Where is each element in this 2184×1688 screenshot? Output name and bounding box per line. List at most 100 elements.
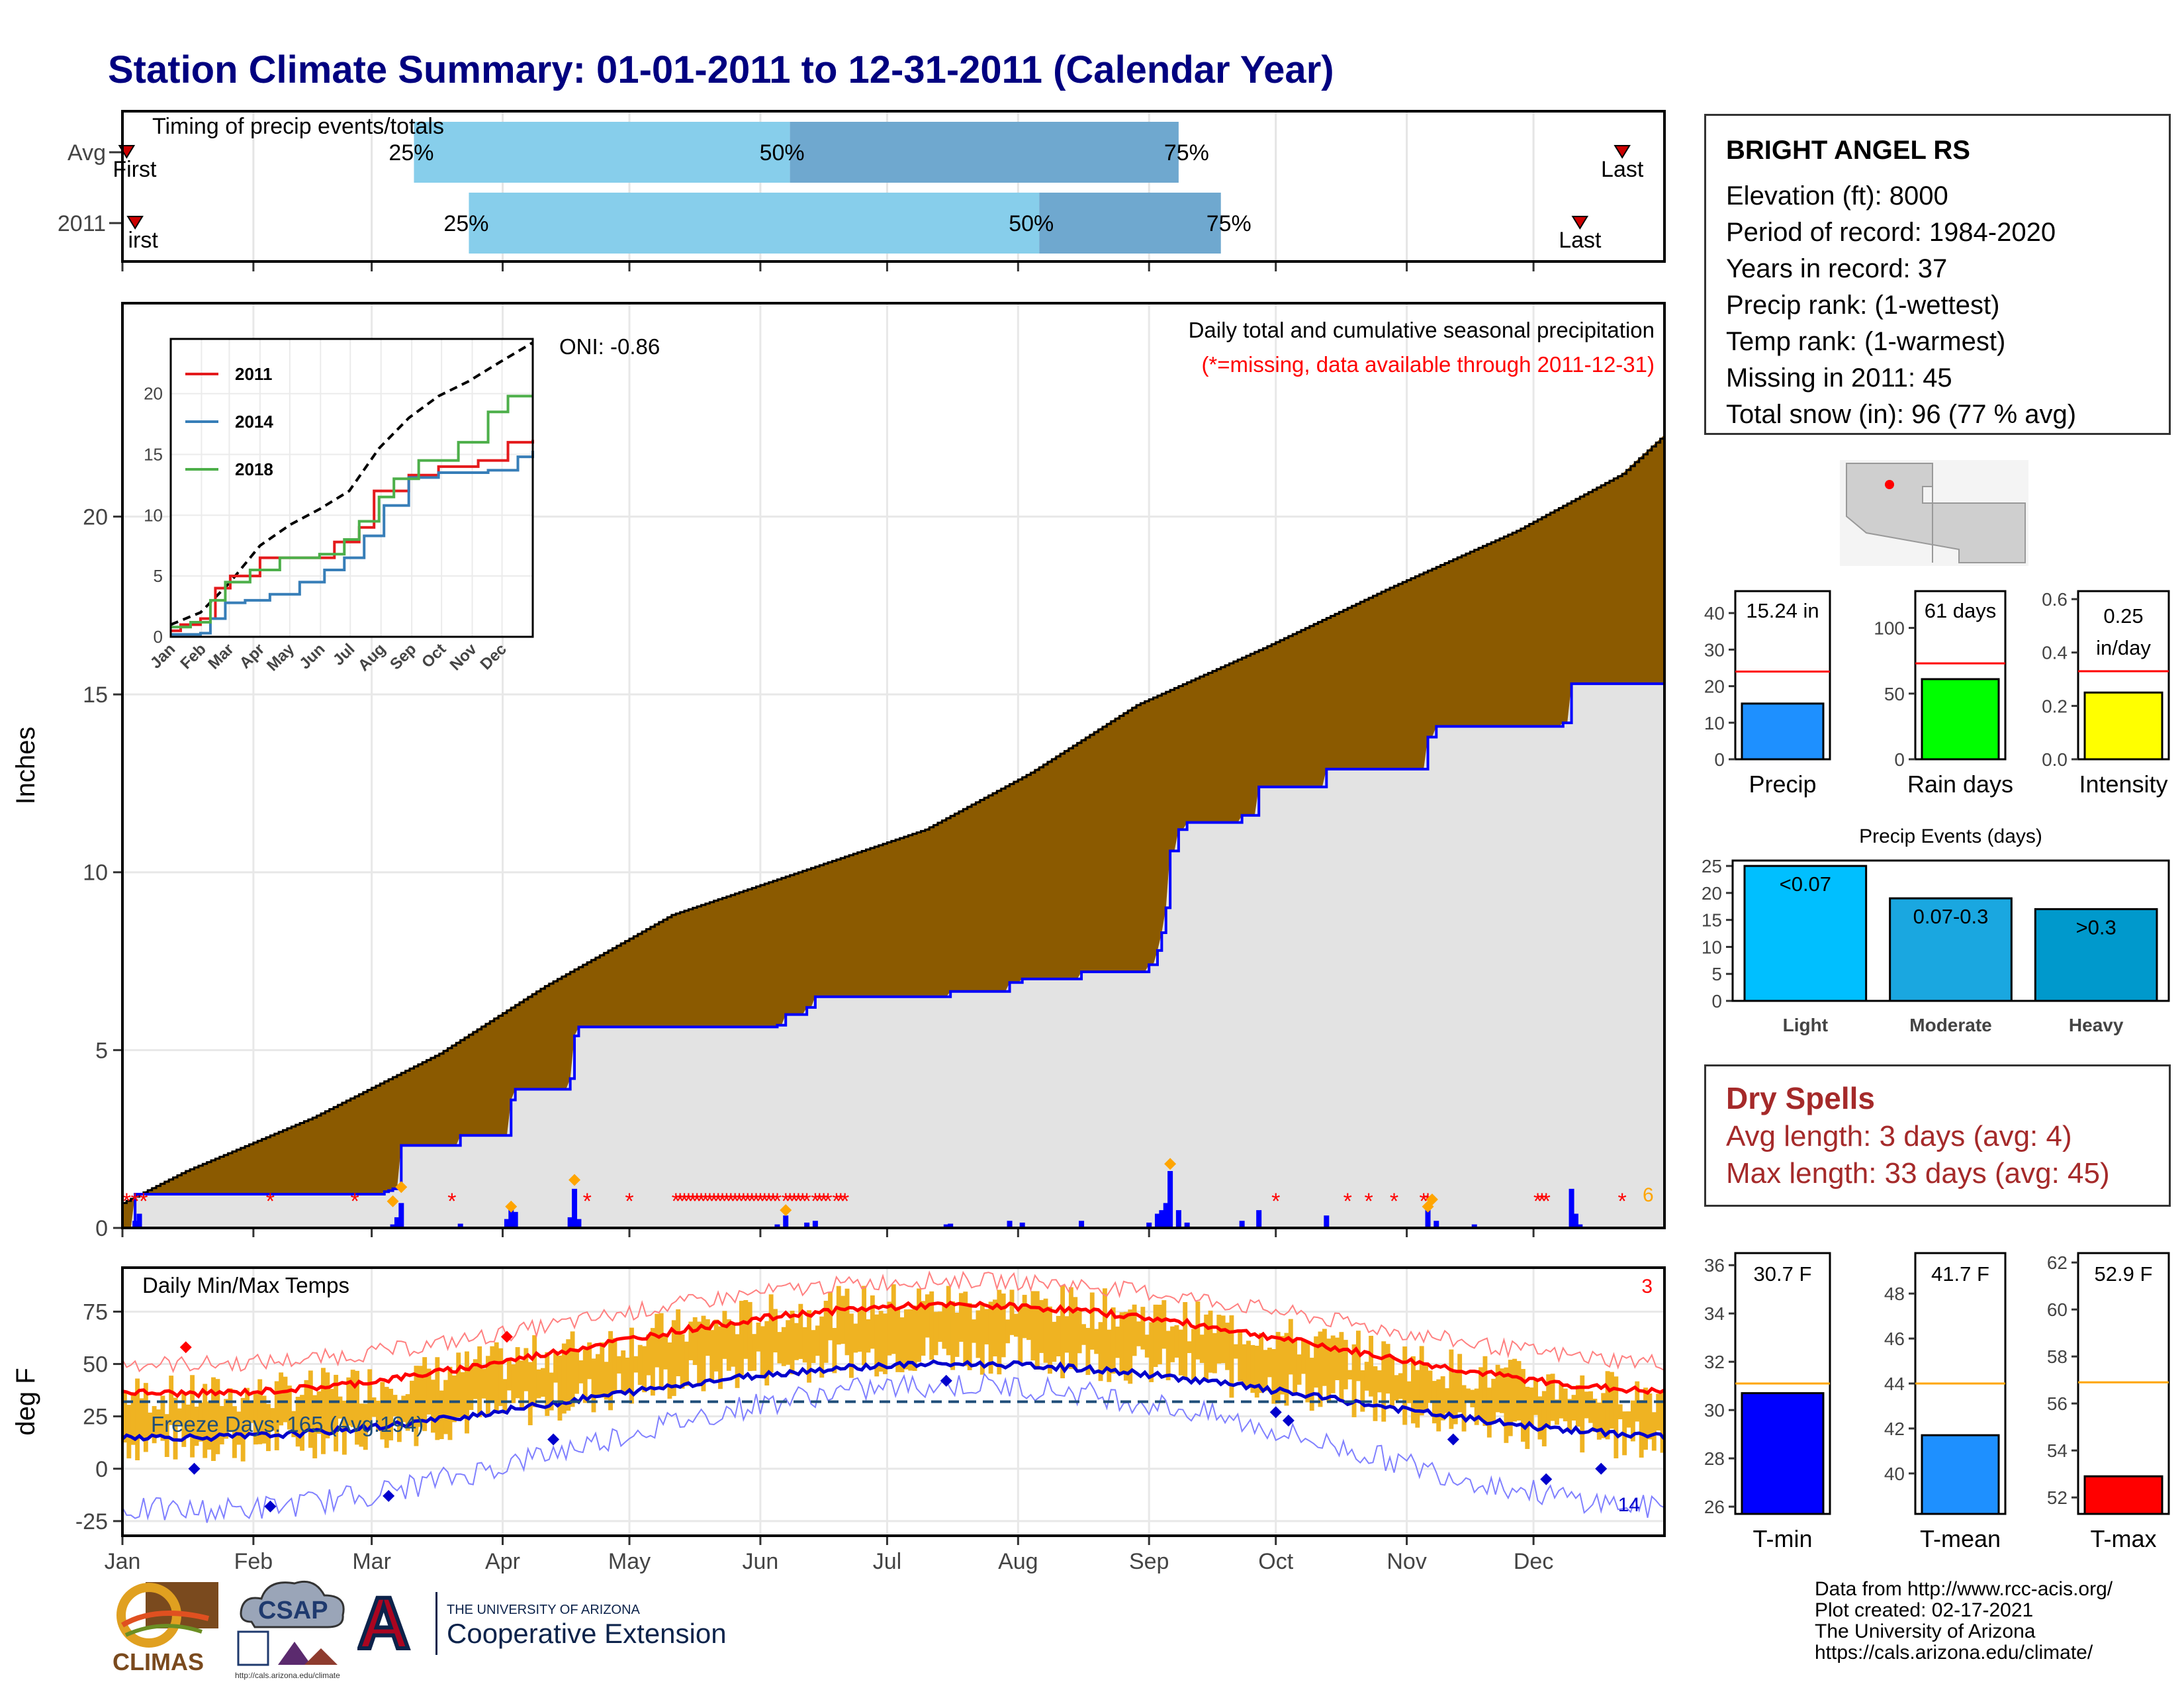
daily-temp-bar <box>1550 1374 1555 1421</box>
precip-y-tick-label: 5 <box>95 1038 108 1063</box>
daily-temp-bar <box>633 1356 639 1373</box>
temp-summary-y-tick-label: 48 <box>1884 1284 1905 1304</box>
daily-temp-bar <box>1280 1336 1285 1395</box>
daily-temp-bar <box>1094 1329 1099 1354</box>
daily-precip-bar <box>1167 1171 1173 1228</box>
temp-summary-y-tick-label: 30 <box>1704 1400 1725 1421</box>
daily-temp-bar <box>139 1398 144 1439</box>
precip-events-panel: Precip Events (days) 0 5 10 15 20 25 <0.07 Light… <box>1702 825 2170 1035</box>
daily-temp-bar <box>756 1322 761 1352</box>
daily-temp-bar <box>946 1286 951 1356</box>
month-label: Nov <box>1387 1549 1426 1574</box>
daily-temp-bar <box>566 1339 571 1411</box>
missing-day-marker: * <box>764 1189 773 1214</box>
daily-temp-bar <box>735 1334 740 1388</box>
daily-precip-bar <box>943 1224 949 1228</box>
dry-spells-title: Dry Spells <box>1726 1081 1875 1115</box>
daily-temp-bar <box>1288 1319 1293 1375</box>
daily-temp-bar <box>300 1395 304 1451</box>
missing-day-marker: * <box>752 1189 760 1214</box>
summary-y-tick-label: 50 <box>1884 684 1905 704</box>
first-precip-marker <box>126 216 144 230</box>
daily-temp-bar <box>1533 1378 1538 1415</box>
temp-summary-y-tick-label: 28 <box>1704 1448 1725 1469</box>
temp-y-tick-label: 75 <box>83 1299 108 1325</box>
daily-temp-bar <box>874 1314 880 1377</box>
missing-day-marker: * <box>773 1189 782 1214</box>
missing-day-marker: * <box>722 1189 731 1214</box>
precip-panel-note: Daily total and cumulative seasonal prec… <box>1189 318 1655 342</box>
daily-temp-bar <box>1453 1372 1458 1425</box>
daily-precip-bar <box>804 1222 810 1228</box>
summary-y-tick-label: 10 <box>1704 713 1725 733</box>
daily-temp-bar <box>972 1319 976 1343</box>
daily-temp-bar <box>848 1313 854 1378</box>
daily-temp-bar <box>1191 1329 1196 1381</box>
record-max-line <box>122 1270 1665 1374</box>
summary-y-tick-label: 0.6 <box>2042 589 2068 610</box>
missing-day-marker: * <box>625 1189 633 1214</box>
daily-temp-bar <box>743 1300 749 1359</box>
temp-summary-y-tick-label: 26 <box>1704 1497 1725 1517</box>
daily-temp-bar <box>887 1301 892 1356</box>
ua-logo-letter: A <box>357 1583 410 1664</box>
daily-temp-bar <box>1056 1315 1061 1356</box>
missing-day-marker: * <box>713 1189 722 1214</box>
daily-temp-bar <box>156 1409 161 1436</box>
daily-temp-bar <box>465 1351 469 1434</box>
record-low-marker <box>1595 1462 1608 1475</box>
daily-temp-bar <box>1449 1349 1454 1429</box>
snow-marker <box>395 1181 408 1194</box>
inset-legend-label: 2018 <box>235 459 273 479</box>
daily-temp-bar <box>1516 1361 1522 1421</box>
daily-temp-bar <box>460 1372 465 1417</box>
temp-summary-box <box>2077 1252 2170 1515</box>
daily-temp-bar <box>473 1359 478 1399</box>
temp-summary-y-tick-label: 46 <box>1884 1329 1905 1349</box>
daily-temp-bar <box>1415 1370 1420 1428</box>
daily-temp-bar <box>917 1288 921 1362</box>
daily-temp-bar <box>126 1405 132 1459</box>
temp-y-tick-label: 50 <box>83 1352 108 1378</box>
daily-temp-bar <box>883 1313 887 1374</box>
daily-temp-bar <box>549 1372 554 1411</box>
precip-y-axis-label: Inches <box>11 727 40 805</box>
inset-y-tick-label: 20 <box>144 384 163 404</box>
daily-temp-bar <box>1537 1396 1543 1440</box>
missing-day-marker: * <box>748 1189 756 1214</box>
daily-temp-bar <box>481 1368 486 1399</box>
daily-temp-bar <box>1428 1370 1433 1403</box>
daily-temp-bar <box>646 1334 651 1376</box>
missing-day-marker: * <box>688 1189 697 1214</box>
daily-temp-bar <box>232 1406 237 1458</box>
daily-temp-bar <box>1013 1313 1019 1337</box>
missing-day-marker: * <box>1618 1189 1627 1214</box>
daily-temp-bar <box>1077 1311 1082 1354</box>
events-title: Precip Events (days) <box>1859 825 2042 847</box>
snow-marker <box>1164 1158 1177 1170</box>
daily-temp-bar <box>1479 1367 1484 1419</box>
daily-temp-bar <box>595 1354 600 1395</box>
daily-temp-bar <box>1170 1326 1175 1362</box>
daily-temp-bar <box>853 1323 858 1353</box>
temp-panel-title: Daily Min/Max Temps <box>142 1273 349 1297</box>
timing-bar-25-50 <box>469 193 1040 254</box>
precip-frame <box>121 302 1666 1229</box>
daily-temp-bar <box>325 1372 330 1438</box>
daily-temp-bar <box>621 1350 626 1394</box>
summary-value-label: 61 days <box>1925 599 1997 622</box>
daily-temp-bar <box>1314 1336 1319 1388</box>
daily-temp-bar <box>1461 1385 1467 1432</box>
missing-day-marker: * <box>1343 1189 1352 1214</box>
missing-day-marker: * <box>811 1189 819 1214</box>
daily-temp-bar <box>418 1366 423 1427</box>
record-low-marker <box>547 1433 560 1446</box>
daily-precip-bar <box>1239 1221 1245 1228</box>
daily-temp-bar <box>1149 1322 1154 1382</box>
snow-marker <box>505 1200 518 1213</box>
daily-temp-bar <box>1128 1309 1133 1384</box>
daily-temp-bar <box>1596 1402 1602 1440</box>
missing-day-marker: * <box>139 1189 148 1214</box>
timing-label-75: 75% <box>1164 140 1209 165</box>
daily-temp-bar <box>1309 1358 1314 1411</box>
